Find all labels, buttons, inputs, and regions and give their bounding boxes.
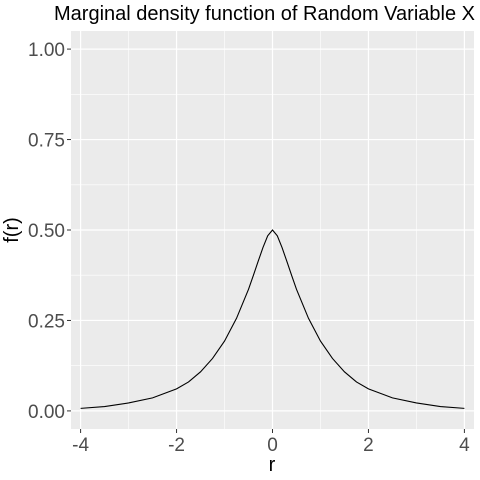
x-tick-label: -4	[72, 435, 89, 456]
density-curve	[80, 229, 465, 409]
x-tick-label: 4	[459, 435, 470, 456]
x-tick-label: 0	[267, 435, 278, 456]
y-tick-label: 0.75	[28, 131, 65, 152]
y-axis: 0.00 0.25 0.50 0.75 1.00	[28, 40, 71, 423]
y-tick-label: 1.00	[28, 40, 65, 61]
x-axis-label: r	[269, 454, 276, 476]
y-tick-label: 0.50	[28, 221, 65, 242]
x-tick-label: 2	[363, 435, 374, 456]
y-axis-label: f(r)	[1, 217, 23, 243]
y-tick-label: 0.25	[28, 311, 65, 332]
y-tick-label: 0.00	[28, 402, 65, 423]
chart-title: Marginal density function of Random Vari…	[54, 3, 475, 25]
x-tick-label: -2	[168, 435, 185, 456]
x-axis: -4 -2 0 2 4	[72, 429, 470, 456]
